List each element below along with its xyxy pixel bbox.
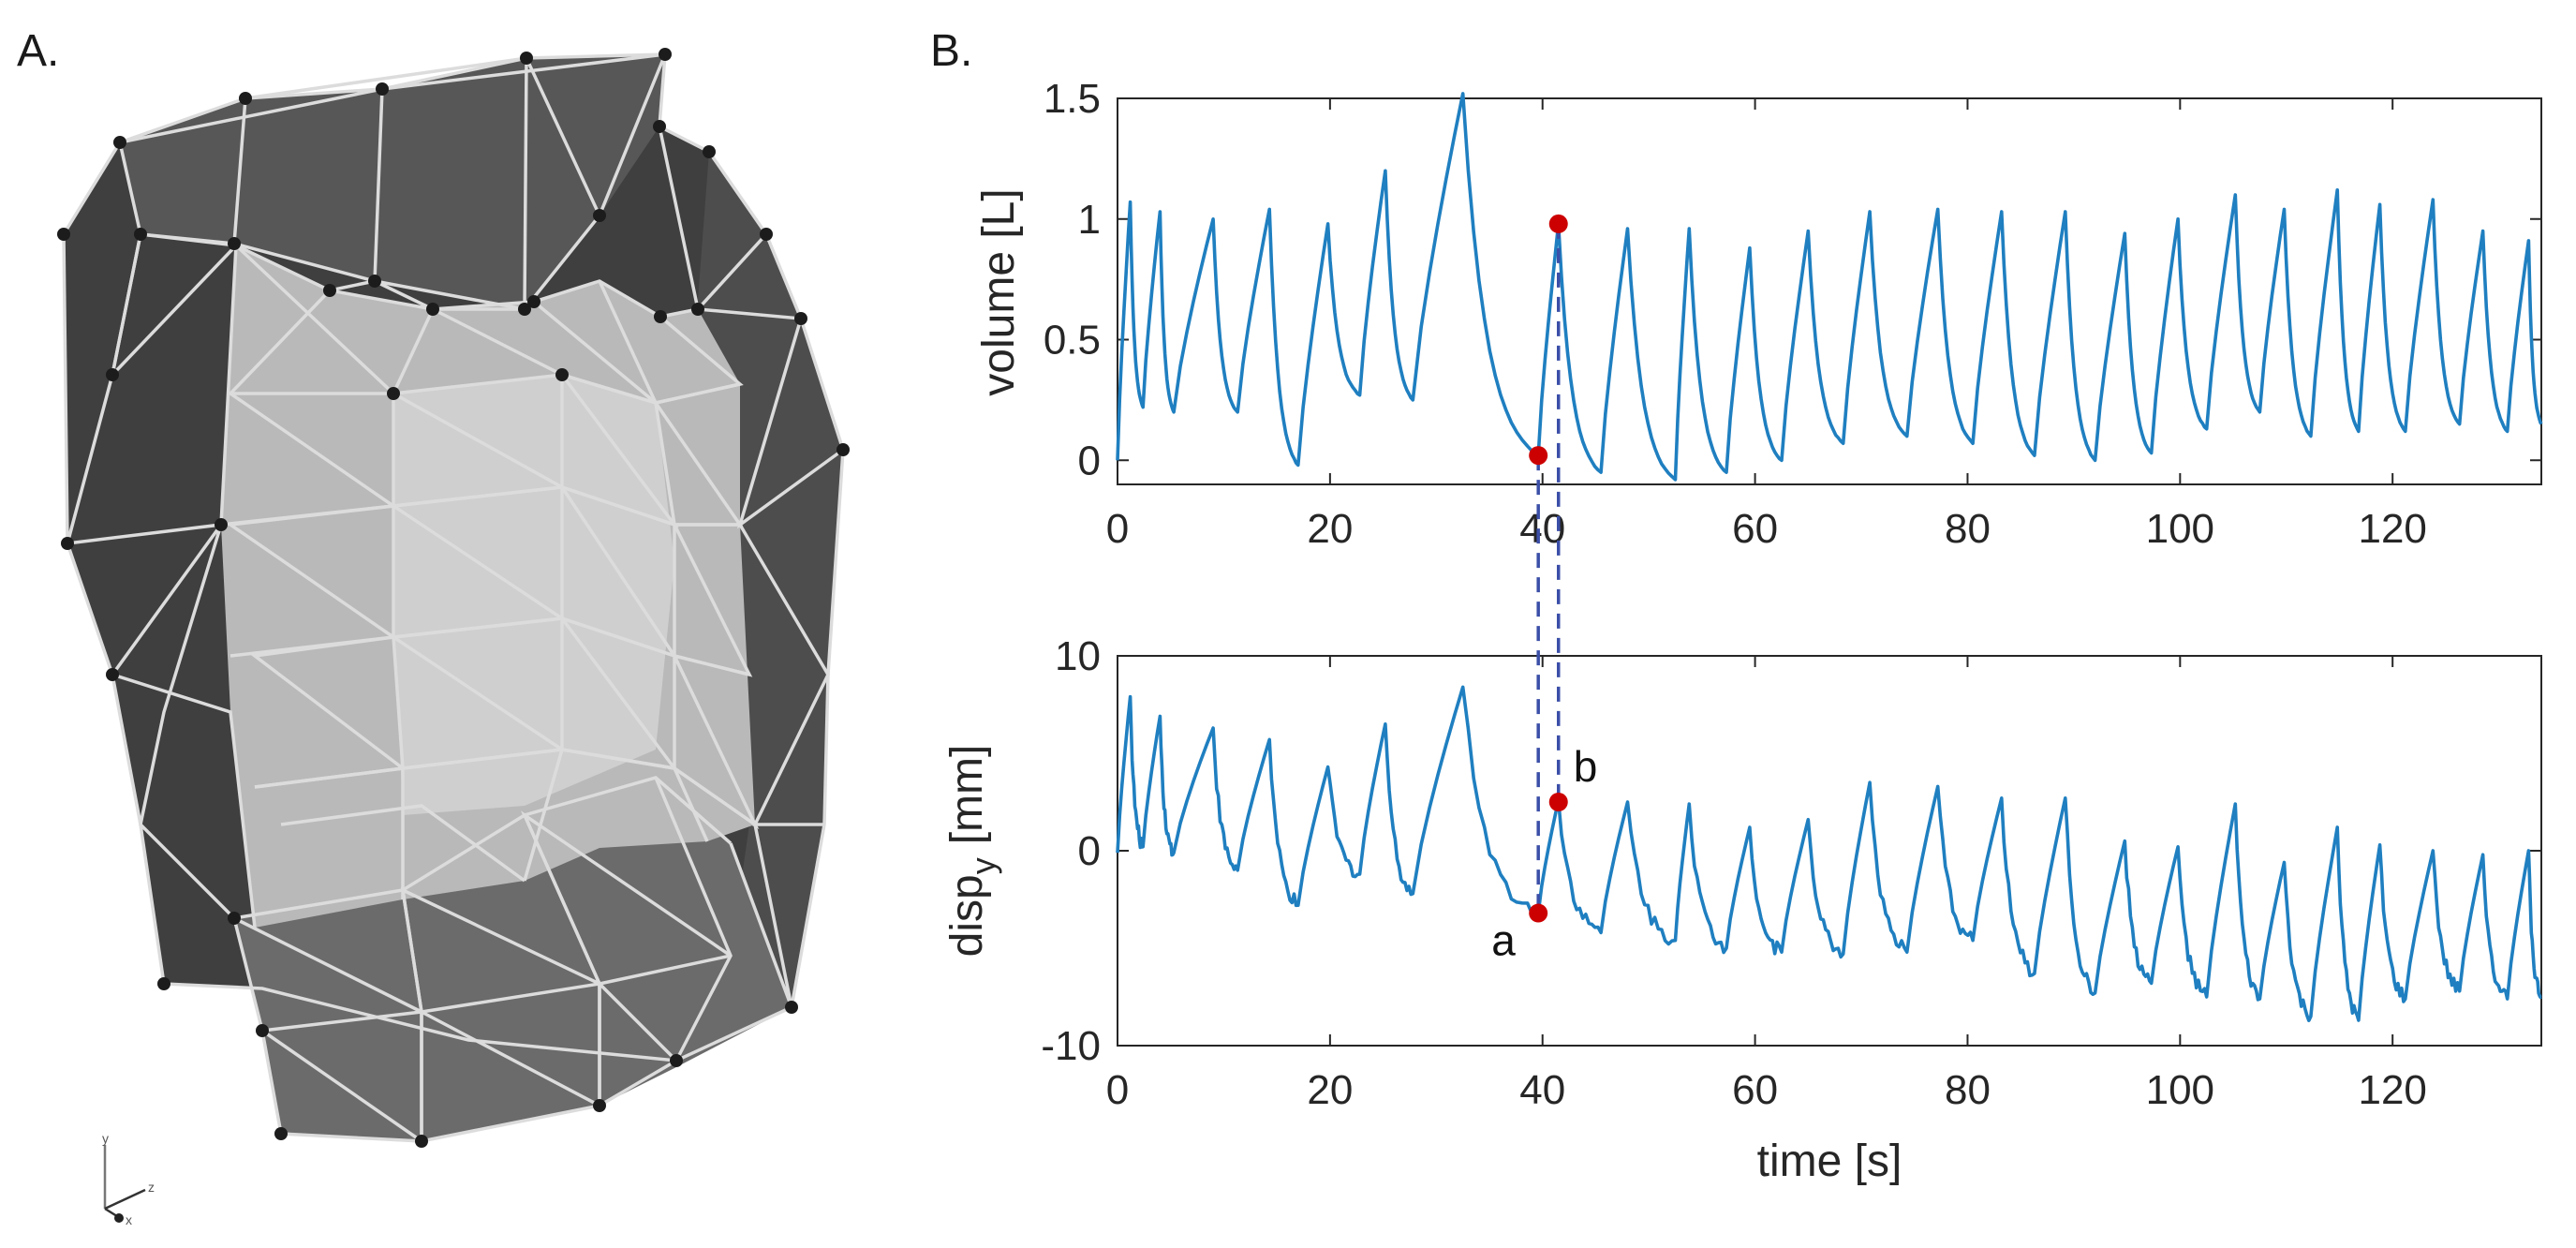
panel-a-label: A.: [17, 26, 59, 76]
displacement-y-tick-label: 10: [1055, 633, 1101, 679]
displacement-y-label-main: disp: [942, 874, 992, 957]
displacement-x-tick-label: 40: [1519, 1067, 1565, 1113]
displacement-y-label-units: [mm]: [942, 745, 992, 845]
volume-y-label: volume [L]: [974, 188, 1024, 395]
displacement-x-tick-label: 20: [1307, 1067, 1353, 1113]
displacement-plot-frame: [1117, 655, 2542, 1047]
volume-x-tick-label: 60: [1732, 506, 1778, 552]
volume-marker: [1529, 446, 1548, 466]
axis-triad-x-label: x: [126, 1212, 132, 1227]
displacement-marker: [1529, 903, 1548, 923]
displacement-trace: [1116, 685, 2542, 1022]
volume-y-tick-label: 0.5: [1044, 318, 1101, 364]
axis-triad-y-label: y: [102, 1131, 109, 1146]
torso-mesh: y z x: [57, 48, 850, 1227]
mesh-back-upper: [120, 54, 665, 309]
axis-triad-z-label: z: [148, 1180, 155, 1195]
displacement-x-tick-label: 100: [2146, 1067, 2214, 1113]
displacement-marker: [1548, 793, 1568, 811]
marker-label-a: a: [1491, 916, 1516, 965]
volume-y-tick-label: 0: [1078, 438, 1101, 483]
displacement-x-tick-label: 0: [1106, 1067, 1129, 1113]
volume-x-tick-label: 100: [2146, 506, 2214, 552]
axis-triad: y z x: [102, 1131, 155, 1227]
mesh-front-highlight: [393, 375, 674, 815]
displacement-x-tick-label: 120: [2358, 1067, 2426, 1113]
volume-x-tick-label: 80: [1945, 506, 1991, 552]
volume-marker: [1548, 214, 1568, 233]
volume-trace: [1116, 92, 2543, 482]
volume-y-tick-label: 1: [1078, 197, 1101, 243]
mesh-nodes: [57, 48, 850, 1148]
volume-plot-frame: [1117, 97, 2542, 485]
displacement-y-label: dispy [mm]: [942, 745, 1002, 958]
time-x-label: time [s]: [1757, 1137, 1902, 1186]
marker-label-b: b: [1574, 742, 1598, 791]
volume-x-tick-label: 0: [1106, 506, 1129, 552]
displacement-x-tick-label: 80: [1945, 1067, 1991, 1113]
mesh-lower: [234, 778, 792, 1141]
volume-x-tick-label: 20: [1307, 506, 1353, 552]
panel-b-label: B.: [930, 26, 972, 76]
displacement-y-tick-label: -10: [1041, 1023, 1101, 1069]
displacement-y-tick-label: 0: [1078, 828, 1101, 874]
displacement-x-tick-label: 60: [1732, 1067, 1778, 1113]
displacement-y-label-subscript: y: [964, 857, 1002, 874]
volume-y-tick-label: 1.5: [1044, 76, 1101, 122]
volume-x-tick-label: 120: [2358, 506, 2426, 552]
